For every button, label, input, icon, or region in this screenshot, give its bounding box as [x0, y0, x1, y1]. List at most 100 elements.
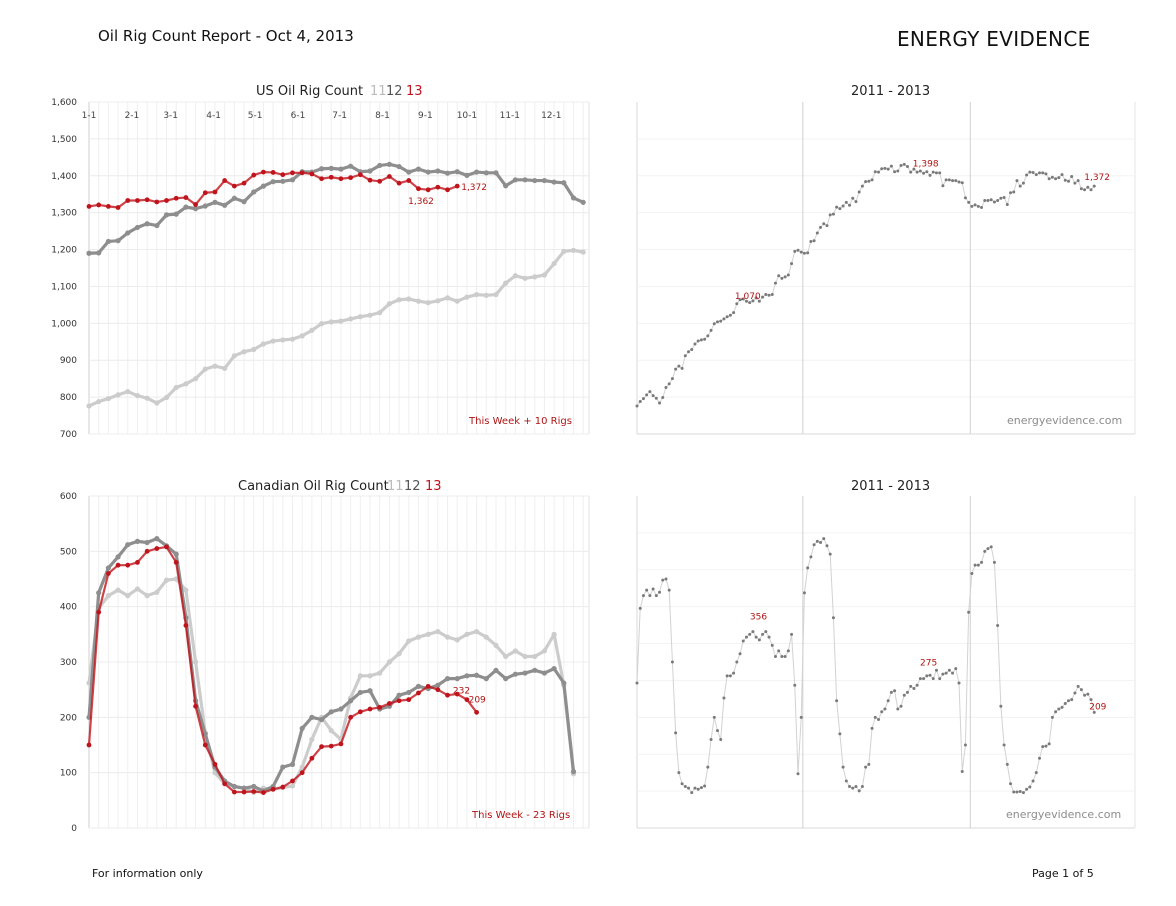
us-point-12	[503, 183, 509, 189]
us-point-11	[309, 327, 315, 333]
us-point-11	[474, 291, 480, 298]
us-point-13	[183, 195, 189, 200]
us-point-11	[386, 301, 392, 307]
us-x-tick-label: 8-1	[375, 111, 390, 121]
us-point-12	[425, 169, 431, 175]
us-point-11	[454, 298, 460, 304]
us-point-11	[580, 249, 586, 255]
us-point-12	[202, 203, 208, 209]
us-point-11	[163, 394, 170, 401]
us-point-13	[367, 177, 373, 183]
us-point-12	[115, 238, 121, 244]
us-point-12	[241, 199, 247, 205]
us-point-13	[164, 198, 169, 203]
us-point-12	[551, 179, 557, 185]
us-x-tick-label: 2-1	[125, 111, 140, 121]
us-point-11	[532, 274, 538, 280]
us-point-13	[280, 172, 286, 178]
us-point-12	[231, 195, 237, 201]
us-point-12	[163, 212, 170, 218]
us-point-12	[192, 206, 199, 212]
us-point-11	[570, 247, 577, 253]
us-y-tick-label: 700	[60, 430, 77, 440]
us-point-13	[154, 199, 160, 205]
ca-history-watermark: energyevidence.com	[1004, 808, 1124, 821]
us-data-label: 1,372	[461, 183, 487, 193]
us-point-12	[435, 168, 441, 174]
us-point-13	[416, 186, 421, 192]
us-point-13	[173, 195, 179, 201]
us-point-13	[144, 197, 150, 203]
us-point-11	[406, 296, 412, 302]
us-point-12	[493, 170, 499, 176]
us-y-tick-label: 1,200	[51, 246, 77, 256]
us-point-13	[105, 203, 111, 209]
us-point-12	[338, 166, 344, 172]
us-y-tick-label: 900	[60, 356, 77, 366]
us-point-11	[260, 341, 267, 347]
us-point-13	[309, 171, 315, 177]
us-point-11	[270, 338, 276, 344]
us-point-11	[483, 292, 489, 298]
us-x-tick-label: 12-1	[541, 111, 561, 121]
us-point-11	[338, 318, 344, 324]
us-point-13	[96, 202, 102, 208]
us-point-13	[251, 172, 257, 178]
us-x-tick-label: 3-1	[163, 111, 178, 121]
us-point-13	[270, 170, 276, 175]
us-point-11	[192, 376, 199, 382]
us-point-11	[154, 400, 160, 406]
us-point-13	[261, 169, 266, 175]
us-point-12	[251, 189, 257, 195]
us-point-13	[115, 205, 121, 210]
us-history-watermark: energyevidence.com	[1005, 414, 1125, 427]
us-legend-2011: 11	[370, 84, 387, 99]
us-point-11	[105, 395, 111, 402]
us-point-12	[396, 163, 402, 170]
us-weekly-note: This Week + 10 Rigs	[469, 416, 572, 427]
us-point-13	[435, 184, 441, 190]
us-point-12	[144, 221, 150, 227]
us-point-13	[86, 203, 92, 209]
us-point-11	[503, 280, 509, 286]
us-y-tick-label: 1,500	[51, 135, 77, 145]
us-point-11	[183, 381, 189, 387]
us-point-12	[541, 177, 548, 184]
us-point-13	[222, 178, 228, 183]
us-point-13	[454, 183, 460, 189]
us-point-12	[86, 250, 92, 256]
us-point-12	[522, 177, 528, 183]
us-point-12	[96, 250, 102, 256]
us-point-11	[202, 366, 208, 372]
us-point-11	[377, 310, 383, 316]
us-y-tick-label: 1,100	[51, 282, 77, 292]
us-point-11	[415, 298, 422, 304]
us-point-12	[173, 211, 179, 217]
us-x-tick-label: 6-1	[291, 111, 306, 121]
us-point-11	[289, 336, 296, 342]
us-point-13	[377, 178, 383, 184]
us-point-11	[115, 392, 121, 398]
us-point-12	[512, 177, 518, 183]
us-line-11	[88, 248, 584, 408]
us-line-12	[88, 162, 584, 255]
us-point-11	[561, 248, 567, 254]
us-point-13	[357, 172, 363, 178]
us-data-label: 1,362	[408, 197, 434, 207]
us-point-11	[493, 291, 499, 298]
us-point-11	[251, 346, 257, 353]
us-point-12	[474, 169, 480, 175]
us-point-12	[483, 170, 489, 176]
us-point-11	[464, 294, 470, 300]
us-x-tick-label: 9-1	[418, 111, 433, 121]
us-point-13	[386, 174, 392, 179]
us-point-12	[318, 166, 325, 172]
us-point-13	[241, 180, 247, 186]
us-point-12	[212, 199, 218, 205]
us-point-12	[444, 170, 451, 176]
footer-page-number: Page 1 of 5	[1032, 867, 1094, 880]
us-point-11	[86, 403, 92, 409]
us-point-11	[212, 363, 218, 369]
us-point-11	[241, 349, 247, 355]
us-point-12	[386, 161, 392, 167]
